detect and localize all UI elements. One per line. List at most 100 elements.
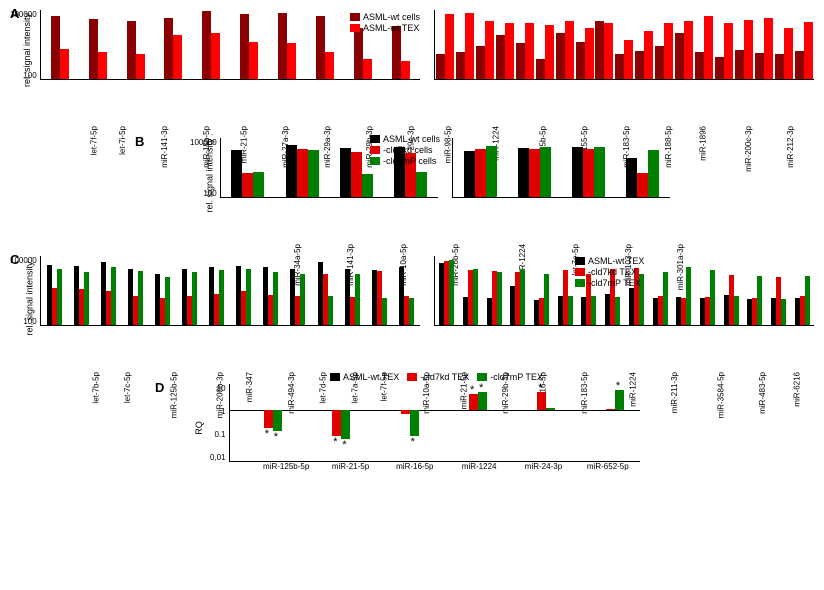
bar <box>805 276 810 325</box>
y-tick: 0.1 <box>214 430 225 439</box>
bar <box>544 274 549 325</box>
bar <box>273 272 278 325</box>
bar-group <box>515 23 535 79</box>
bar <box>278 13 287 79</box>
bar-group <box>654 23 674 79</box>
bar <box>60 49 69 79</box>
bar <box>497 272 502 325</box>
legend-item: ASML-wt TEX <box>350 23 420 33</box>
bar <box>734 296 739 325</box>
bar <box>469 394 478 410</box>
bar-group <box>435 260 459 325</box>
bar-group <box>648 272 672 325</box>
bar-group <box>68 266 95 325</box>
bar <box>684 21 693 79</box>
bar-group <box>482 271 506 325</box>
bar-group <box>535 25 555 79</box>
bar-group <box>455 13 475 79</box>
legend-item: ASML-wt cells <box>370 134 440 144</box>
y-tick: 10 <box>217 384 226 393</box>
bar-group <box>306 16 344 79</box>
bar <box>644 31 653 80</box>
bar <box>615 54 624 79</box>
significance-star: * <box>411 436 415 448</box>
bar <box>300 274 305 325</box>
bar <box>540 147 551 197</box>
bar <box>686 267 691 325</box>
bar <box>505 23 514 79</box>
bar <box>615 297 620 325</box>
legend-item: ASML-wt TEX <box>330 372 399 382</box>
y-tick: 100 <box>203 189 216 198</box>
bar <box>615 390 624 410</box>
bar <box>240 14 249 79</box>
bar <box>664 23 673 79</box>
bar <box>436 54 445 79</box>
bar <box>249 42 258 79</box>
bar-group <box>594 21 614 79</box>
bar-group <box>176 269 203 325</box>
bar-group <box>192 11 230 79</box>
bar <box>781 299 786 325</box>
bar <box>409 298 414 325</box>
bar <box>744 20 753 79</box>
bar-group <box>719 275 743 325</box>
bar <box>164 18 173 79</box>
bar <box>165 277 170 326</box>
bar <box>460 410 469 411</box>
significance-star: * <box>333 436 337 448</box>
bar-group <box>230 14 268 79</box>
bar <box>516 43 525 79</box>
bar <box>328 296 333 325</box>
bar <box>351 152 362 197</box>
x-tick-label: miR-1224 <box>447 462 511 471</box>
y-tick: 100000 <box>10 256 37 265</box>
bar <box>537 392 546 410</box>
bar <box>597 410 606 411</box>
bar <box>545 25 554 79</box>
bar <box>392 410 401 411</box>
bar <box>273 410 282 431</box>
bar <box>724 23 733 79</box>
bar <box>341 410 350 439</box>
bar <box>568 296 573 325</box>
bar <box>464 151 475 197</box>
bar-group <box>616 150 670 197</box>
legend-item: -cld7mP TEX <box>575 278 644 288</box>
bar <box>648 150 659 197</box>
bar <box>572 147 583 197</box>
bar-group <box>311 262 338 325</box>
bar <box>211 33 220 79</box>
bar <box>595 21 604 79</box>
panel-b: Brel. signal intensity .100000100miR-34a… <box>10 138 814 248</box>
bar <box>246 269 251 325</box>
bar <box>445 14 454 79</box>
bar <box>775 54 784 79</box>
bar <box>591 296 596 325</box>
x-tick-label: miR-125b-5p <box>254 462 318 471</box>
bar <box>626 158 637 197</box>
y-tick: 0,01 <box>210 453 226 462</box>
bar <box>478 392 487 410</box>
bar <box>89 19 98 79</box>
bar-group <box>506 270 530 325</box>
bar <box>755 53 764 79</box>
bar <box>764 18 773 79</box>
significance-star: * <box>538 382 542 394</box>
right-bars <box>434 10 814 80</box>
bar <box>363 59 372 79</box>
bar-group <box>674 21 694 79</box>
bar <box>606 409 615 410</box>
bar <box>635 51 644 79</box>
bar <box>704 16 713 79</box>
bar <box>604 23 613 79</box>
bar <box>536 59 545 79</box>
legend-item: -cld7mP cells <box>370 156 440 166</box>
bar-group <box>382 26 420 79</box>
bar <box>475 149 486 197</box>
x-tick-label: miR-16-5p <box>383 462 447 471</box>
bar <box>84 272 89 325</box>
bar <box>528 410 537 411</box>
bar <box>340 148 351 197</box>
bar <box>242 173 253 197</box>
